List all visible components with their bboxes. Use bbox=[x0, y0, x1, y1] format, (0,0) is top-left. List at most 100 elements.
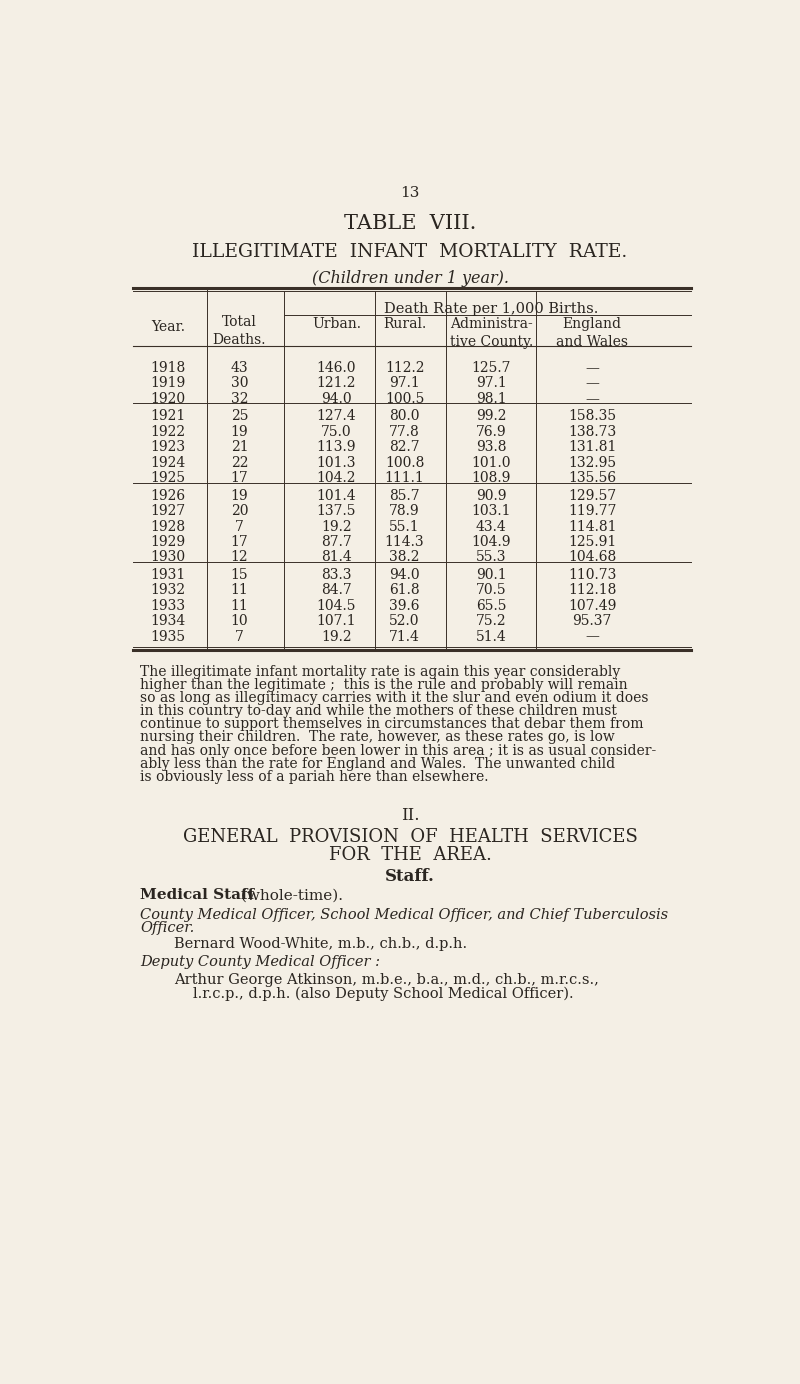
Text: 100.8: 100.8 bbox=[385, 455, 424, 469]
Text: 97.1: 97.1 bbox=[389, 376, 420, 390]
Text: 158.35: 158.35 bbox=[568, 410, 616, 424]
Text: 85.7: 85.7 bbox=[390, 489, 420, 502]
Text: 75.2: 75.2 bbox=[476, 614, 506, 628]
Text: Medical Staff: Medical Staff bbox=[140, 889, 254, 902]
Text: Death Rate per 1,000 Births.: Death Rate per 1,000 Births. bbox=[384, 302, 598, 316]
Text: Officer.: Officer. bbox=[140, 920, 194, 934]
Text: 1918: 1918 bbox=[150, 361, 186, 375]
Text: l.r.c.p., d.p.h. (also Deputy School Medical Officer).: l.r.c.p., d.p.h. (also Deputy School Med… bbox=[193, 987, 574, 1001]
Text: —: — bbox=[585, 392, 599, 406]
Text: 7: 7 bbox=[235, 519, 244, 533]
Text: 1923: 1923 bbox=[150, 440, 186, 454]
Text: 114.3: 114.3 bbox=[385, 534, 424, 549]
Text: 104.5: 104.5 bbox=[317, 599, 356, 613]
Text: 103.1: 103.1 bbox=[472, 504, 511, 518]
Text: 7: 7 bbox=[235, 630, 244, 644]
Text: 78.9: 78.9 bbox=[390, 504, 420, 518]
Text: 32: 32 bbox=[230, 392, 248, 406]
Text: 1921: 1921 bbox=[150, 410, 186, 424]
Text: 71.4: 71.4 bbox=[389, 630, 420, 644]
Text: 84.7: 84.7 bbox=[321, 584, 352, 598]
Text: 11: 11 bbox=[230, 584, 248, 598]
Text: II.: II. bbox=[401, 807, 419, 825]
Text: Staff.: Staff. bbox=[385, 868, 435, 884]
Text: 107.49: 107.49 bbox=[568, 599, 616, 613]
Text: is obviously less of a pariah here than elsewhere.: is obviously less of a pariah here than … bbox=[140, 770, 489, 783]
Text: 1935: 1935 bbox=[150, 630, 186, 644]
Text: 76.9: 76.9 bbox=[476, 425, 506, 439]
Text: 19.2: 19.2 bbox=[321, 630, 352, 644]
Text: higher than the legitimate ;  this is the rule and probably will remain: higher than the legitimate ; this is the… bbox=[140, 678, 628, 692]
Text: 112.2: 112.2 bbox=[385, 361, 424, 375]
Text: Arthur George Atkinson, m.b.e., b.a., m.d., ch.b., m.r.c.s.,: Arthur George Atkinson, m.b.e., b.a., m.… bbox=[174, 973, 598, 987]
Text: 52.0: 52.0 bbox=[390, 614, 420, 628]
Text: 110.73: 110.73 bbox=[568, 567, 616, 583]
Text: 1919: 1919 bbox=[150, 376, 186, 390]
Text: 131.81: 131.81 bbox=[568, 440, 616, 454]
Text: 101.0: 101.0 bbox=[472, 455, 511, 469]
Text: 111.1: 111.1 bbox=[385, 471, 425, 484]
Text: 113.9: 113.9 bbox=[317, 440, 356, 454]
Text: 1933: 1933 bbox=[150, 599, 186, 613]
Text: 75.0: 75.0 bbox=[321, 425, 352, 439]
Text: 114.81: 114.81 bbox=[568, 519, 616, 533]
Text: nursing their children.  The rate, however, as these rates go, is low: nursing their children. The rate, howeve… bbox=[140, 731, 615, 745]
Text: 127.4: 127.4 bbox=[317, 410, 356, 424]
Text: 94.0: 94.0 bbox=[321, 392, 352, 406]
Text: 104.9: 104.9 bbox=[472, 534, 511, 549]
Text: 19: 19 bbox=[230, 489, 248, 502]
Text: 107.1: 107.1 bbox=[317, 614, 356, 628]
Text: 82.7: 82.7 bbox=[390, 440, 420, 454]
Text: 108.9: 108.9 bbox=[472, 471, 511, 484]
Text: 43: 43 bbox=[230, 361, 248, 375]
Text: 1929: 1929 bbox=[150, 534, 186, 549]
Text: Total
Deaths.: Total Deaths. bbox=[213, 314, 266, 347]
Text: 17: 17 bbox=[230, 471, 248, 484]
Text: 135.56: 135.56 bbox=[568, 471, 616, 484]
Text: 1927: 1927 bbox=[150, 504, 186, 518]
Text: 90.1: 90.1 bbox=[476, 567, 506, 583]
Text: ably less than the rate for England and Wales.  The unwanted child: ably less than the rate for England and … bbox=[140, 757, 615, 771]
Text: 15: 15 bbox=[230, 567, 248, 583]
Text: 1932: 1932 bbox=[150, 584, 186, 598]
Text: 55.1: 55.1 bbox=[390, 519, 420, 533]
Text: GENERAL  PROVISION  OF  HEALTH  SERVICES: GENERAL PROVISION OF HEALTH SERVICES bbox=[182, 828, 638, 846]
Text: Bernard Wood-White, m.b., ch.b., d.p.h.: Bernard Wood-White, m.b., ch.b., d.p.h. bbox=[174, 937, 466, 951]
Text: 43.4: 43.4 bbox=[476, 519, 506, 533]
Text: 138.73: 138.73 bbox=[568, 425, 616, 439]
Text: 125.91: 125.91 bbox=[568, 534, 616, 549]
Text: 17: 17 bbox=[230, 534, 248, 549]
Text: 94.0: 94.0 bbox=[390, 567, 420, 583]
Text: —: — bbox=[585, 630, 599, 644]
Text: 83.3: 83.3 bbox=[321, 567, 352, 583]
Text: 10: 10 bbox=[230, 614, 248, 628]
Text: 101.3: 101.3 bbox=[317, 455, 356, 469]
Text: 97.1: 97.1 bbox=[476, 376, 506, 390]
Text: 1926: 1926 bbox=[150, 489, 186, 502]
Text: 77.8: 77.8 bbox=[389, 425, 420, 439]
Text: 61.8: 61.8 bbox=[390, 584, 420, 598]
Text: 11: 11 bbox=[230, 599, 248, 613]
Text: 19.2: 19.2 bbox=[321, 519, 352, 533]
Text: 1925: 1925 bbox=[150, 471, 186, 484]
Text: 104.2: 104.2 bbox=[317, 471, 356, 484]
Text: 98.1: 98.1 bbox=[476, 392, 506, 406]
Text: 137.5: 137.5 bbox=[317, 504, 356, 518]
Text: England
and Wales: England and Wales bbox=[556, 317, 628, 349]
Text: 1928: 1928 bbox=[150, 519, 186, 533]
Text: —: — bbox=[585, 376, 599, 390]
Text: 12: 12 bbox=[230, 551, 248, 565]
Text: 119.77: 119.77 bbox=[568, 504, 616, 518]
Text: 22: 22 bbox=[230, 455, 248, 469]
Text: 104.68: 104.68 bbox=[568, 551, 616, 565]
Text: (whole-time).: (whole-time). bbox=[236, 889, 342, 902]
Text: ILLEGITIMATE  INFANT  MORTALITY  RATE.: ILLEGITIMATE INFANT MORTALITY RATE. bbox=[192, 244, 628, 262]
Text: 95.37: 95.37 bbox=[573, 614, 612, 628]
Text: County Medical Officer, School Medical Officer, and Chief Tuberculosis: County Medical Officer, School Medical O… bbox=[140, 908, 669, 922]
Text: 90.9: 90.9 bbox=[476, 489, 506, 502]
Text: Year.: Year. bbox=[151, 320, 185, 334]
Text: 1931: 1931 bbox=[150, 567, 186, 583]
Text: 1922: 1922 bbox=[150, 425, 186, 439]
Text: 65.5: 65.5 bbox=[476, 599, 506, 613]
Text: 1924: 1924 bbox=[150, 455, 186, 469]
